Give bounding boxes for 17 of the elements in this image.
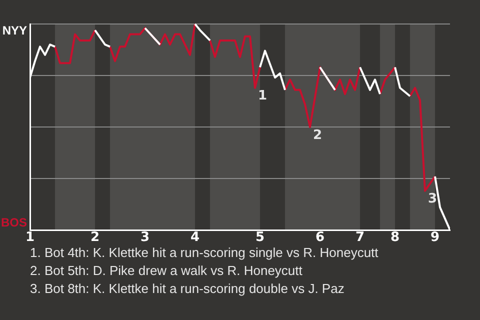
x-tick-label: 7: [355, 230, 365, 246]
text: 2. Bot 5th: D. Pike drew a walk vs R. Honeycutt: [30, 262, 304, 280]
text: 1. Bot 4th: K. Klettke hit a run-scoring single vs R. Honeycutt: [30, 244, 378, 262]
x-tick-label: 5: [255, 230, 265, 246]
annotation: 1: [258, 88, 268, 104]
x-tick-label: 1: [25, 230, 35, 246]
annotation: 2: [313, 128, 322, 143]
x-tick-label: 9: [430, 230, 440, 246]
x-tick-label: 4: [190, 230, 200, 246]
series-label: NYY: [2, 23, 27, 38]
text: BOS: [0, 215, 27, 230]
x-tick-label: 2: [90, 230, 100, 246]
x-tick-label: 3: [140, 230, 150, 246]
x-tick-label: 8: [390, 230, 400, 246]
x-tick-label: 6: [315, 230, 325, 246]
annotation: 3: [428, 192, 438, 207]
text: 3. Bot 8th: K. Klettke hit a run-scoring double vs J. Paz: [30, 280, 346, 298]
